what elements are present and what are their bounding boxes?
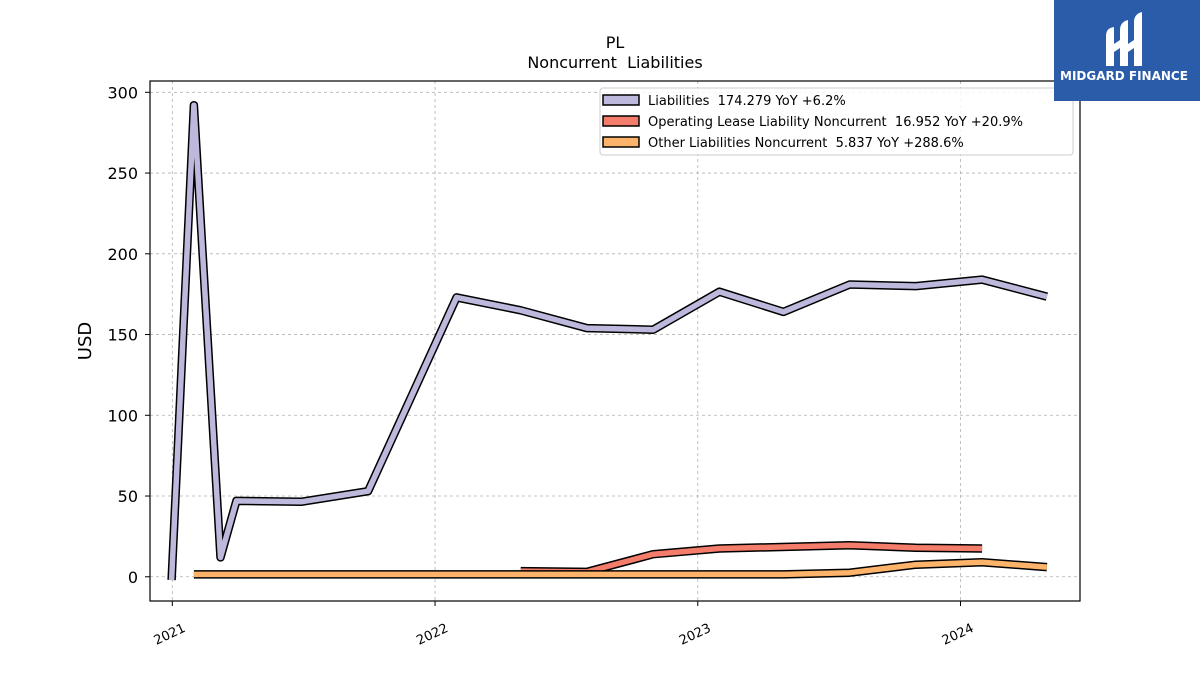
legend-box (599, 87, 1074, 156)
y-tick-label: 0 (128, 568, 138, 587)
series-line-outline (167, 100, 1048, 581)
series-line (193, 559, 1048, 578)
series-layer (167, 100, 1048, 581)
y-tick-label: 250 (107, 164, 138, 183)
x-tick-label: 2021 (152, 621, 188, 649)
legend-label: Other Liabilities Noncurrent 5.837 YoY +… (648, 136, 964, 151)
y-tick-label: 100 (107, 406, 138, 425)
x-axis-ticks: 2021 2022 2023 2024 (152, 601, 976, 649)
logo-text: MIDGARD FINANCE (1060, 69, 1188, 83)
chart-subtitle: Noncurrent Liabilities (527, 53, 702, 72)
midgard-logo-icon (1106, 12, 1142, 66)
x-tick-label: 2022 (414, 621, 450, 649)
x-tick-label: 2023 (677, 621, 713, 649)
y-tick-label: 200 (107, 245, 138, 264)
y-tick-label: 150 (107, 326, 138, 345)
series-3 (193, 557, 1048, 579)
legend: Liabilities 174.279 YoY +6.2% Operating L… (599, 87, 1074, 156)
legend-label: Operating Lease Liability Noncurrent 16.… (648, 115, 1023, 130)
chart-title: PL (606, 33, 625, 52)
legend-swatch (602, 94, 640, 106)
y-axis-ticks: 0 50 100 150 200 250 300 (107, 83, 150, 587)
y-axis-label: USD (75, 322, 96, 360)
grid-lines (150, 81, 1080, 601)
series-1 (167, 100, 1048, 581)
x-tick-label: 2024 (940, 621, 976, 649)
legend-swatch (602, 136, 640, 148)
legend-label: Liabilities 174.279 YoY +6.2% (648, 94, 846, 109)
y-tick-label: 300 (107, 83, 138, 102)
legend-swatch (602, 115, 640, 127)
plot-frame (149, 80, 1081, 602)
midgard-finance-logo: MIDGARD FINANCE (1054, 0, 1200, 101)
series-line (168, 102, 1048, 581)
y-tick-label: 50 (118, 487, 138, 506)
